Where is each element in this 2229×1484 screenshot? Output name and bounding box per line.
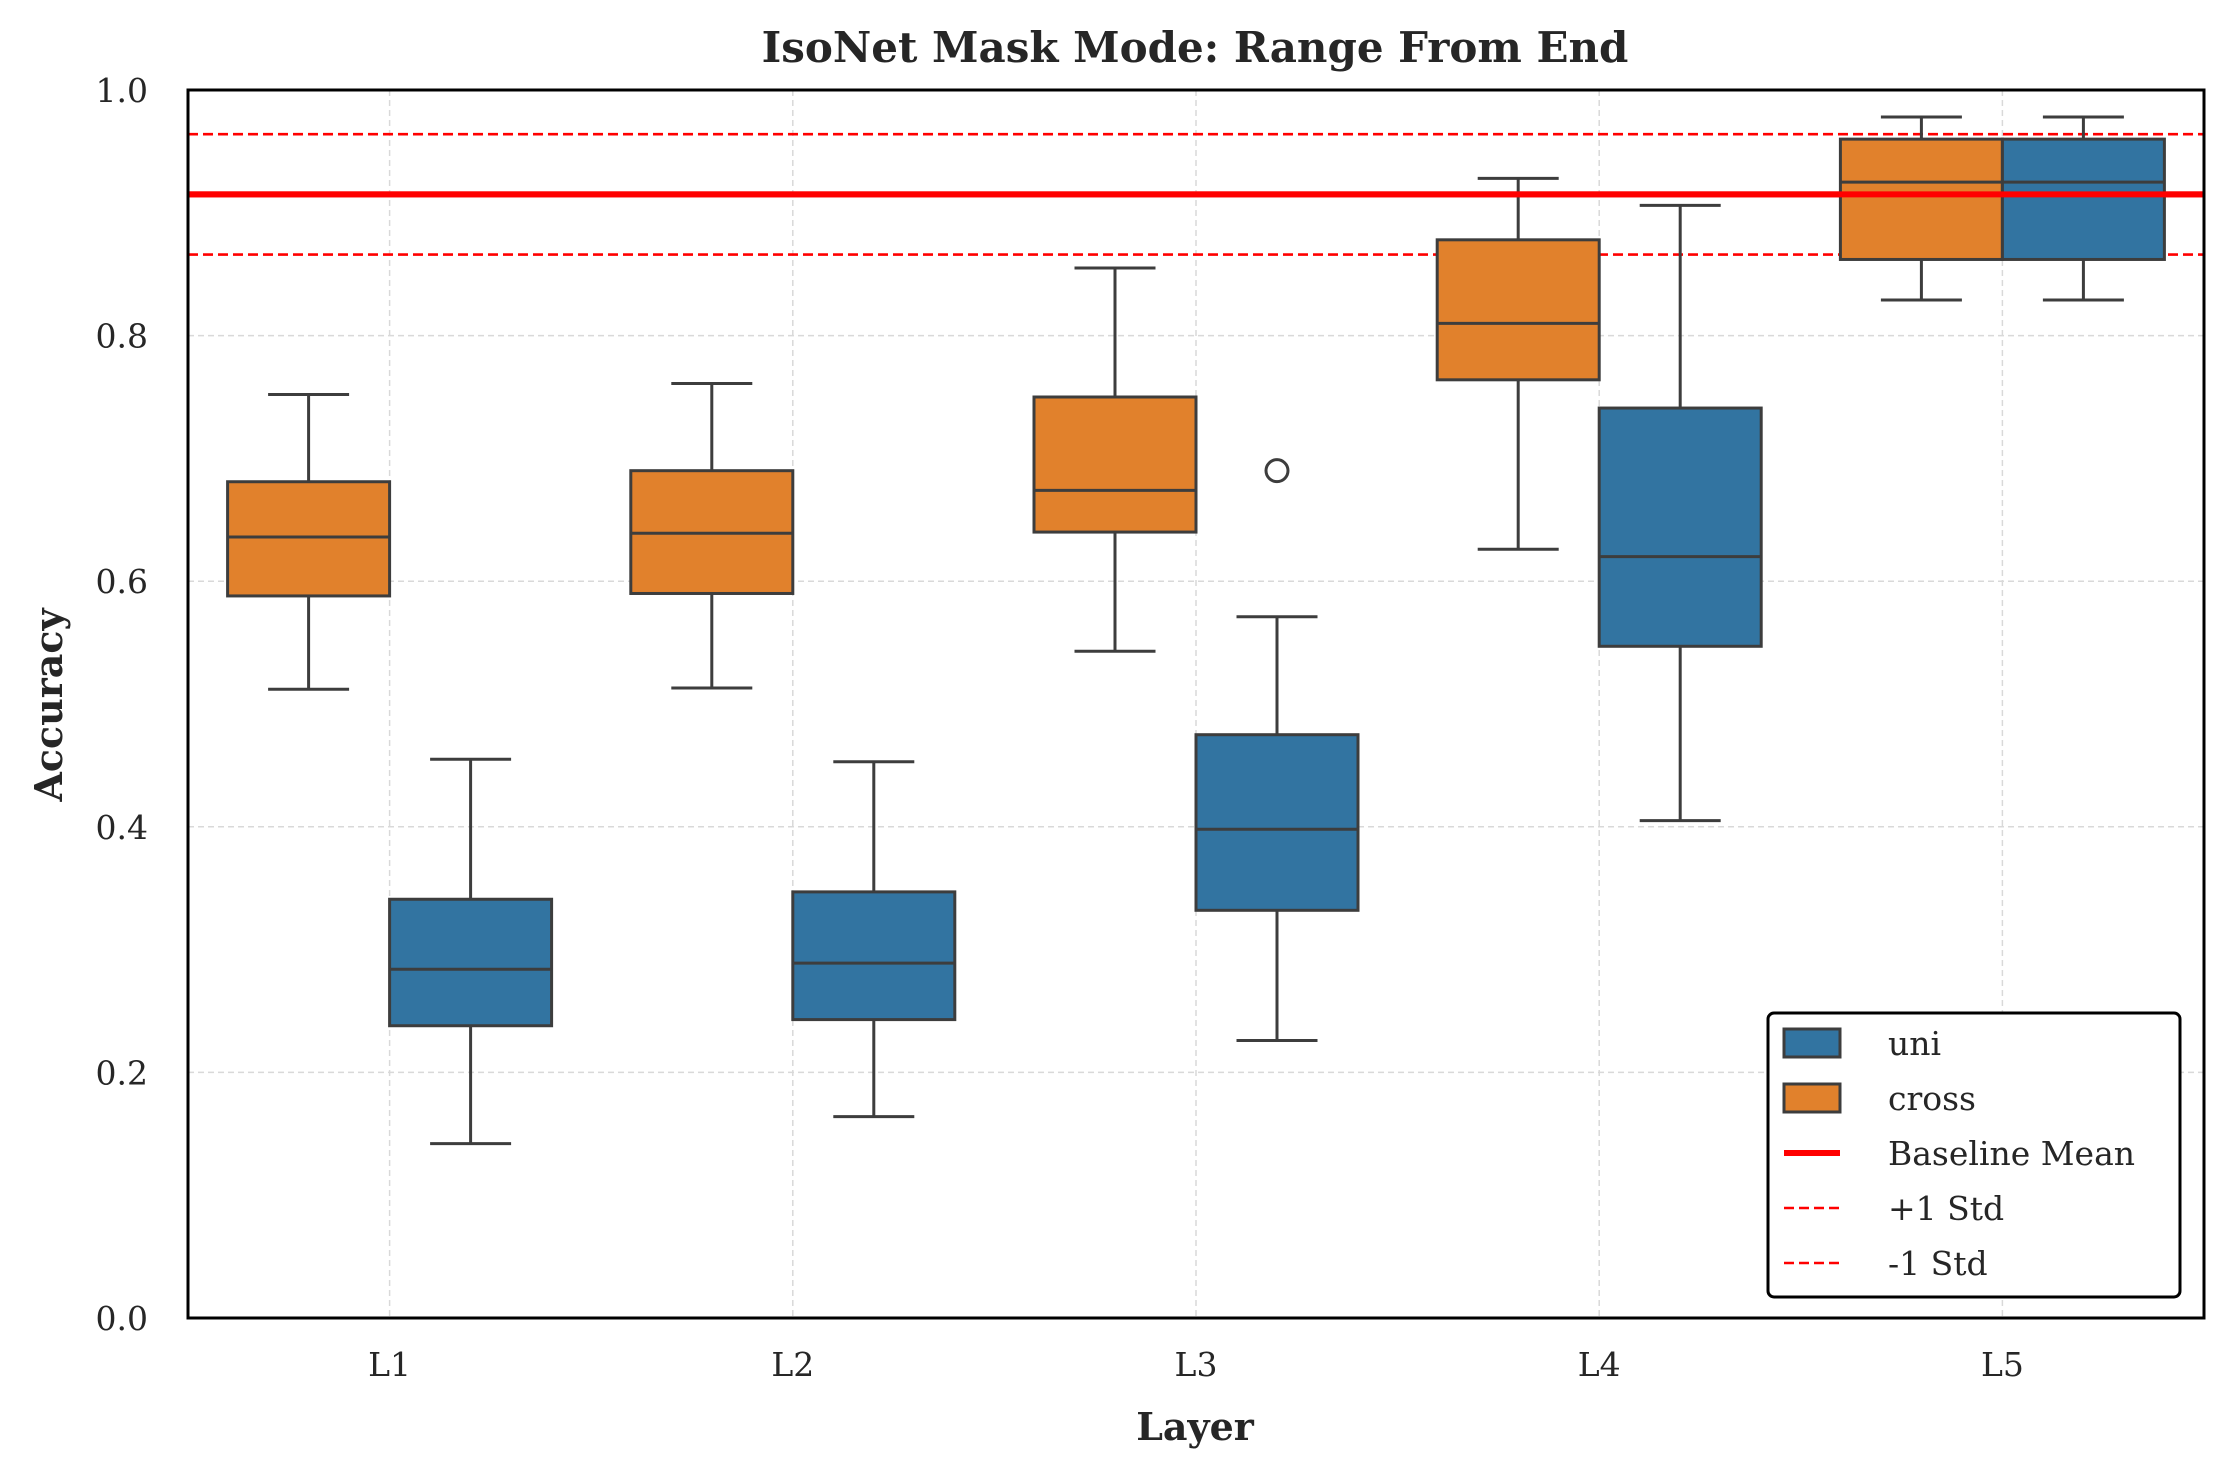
y-axis-label: Accuracy	[26, 607, 71, 802]
legend-label: Baseline Mean	[1888, 1134, 2135, 1173]
legend-label: -1 Std	[1888, 1244, 1988, 1283]
plot-frame	[186, 88, 2206, 1320]
uni-box-L2	[791, 760, 957, 1119]
x-axis-label: Layer	[1136, 1404, 1255, 1449]
iqr-box	[791, 890, 957, 1022]
x-tick-label: L4	[1578, 1345, 1621, 1384]
uni-box-L5	[2000, 115, 2166, 302]
x-tick-label: L5	[1981, 1345, 2024, 1384]
iqr-box	[2000, 137, 2166, 261]
y-tick-label: 0.2	[96, 1053, 148, 1092]
legend-swatch	[1782, 1082, 1842, 1114]
y-tick-label: 0.6	[96, 562, 148, 601]
y-tick-label: 1.0	[96, 71, 148, 110]
legend-entry-baseline-mean: Baseline Mean	[1784, 1134, 2135, 1173]
cross-box-L3	[1032, 266, 1198, 653]
legend-label: cross	[1888, 1079, 1976, 1118]
x-tick-label: L1	[368, 1345, 411, 1384]
boxes-layer	[188, 115, 2204, 1146]
cross-box-L2	[629, 381, 795, 690]
x-tick-label: L3	[1175, 1345, 1218, 1384]
cross-box-L1	[226, 393, 392, 691]
legend-label: uni	[1888, 1024, 1941, 1063]
legend-label: +1 Std	[1888, 1189, 2004, 1228]
iqr-box	[1032, 395, 1198, 534]
iqr-box	[1435, 238, 1601, 382]
uni-box-L3	[1194, 458, 1360, 1042]
cross-box-L4	[1435, 176, 1601, 551]
chart-title: IsoNet Mask Mode: Range From End	[762, 23, 1629, 72]
outlier-point	[1264, 458, 1290, 484]
iqr-box	[1838, 137, 2004, 261]
legend-entry--1-std: -1 Std	[1784, 1244, 1988, 1283]
legend-frame	[1766, 1011, 2182, 1299]
legend-entry-uni: uni	[1782, 1024, 1941, 1063]
legend-entry-cross: cross	[1782, 1079, 1976, 1118]
x-tick-label: L2	[771, 1345, 814, 1384]
iqr-box	[388, 897, 554, 1028]
legend-entry--1-std: +1 Std	[1784, 1189, 2004, 1228]
uni-box-L4	[1597, 203, 1763, 823]
ticks-layer: 0.0 0.2 0.4 0.6 0.8 1.0 L1 L2 L3 L4 L5	[96, 71, 2024, 1384]
legend: uni cross Baseline Mean +1 Std -1 Std	[1766, 1011, 2182, 1299]
iqr-box	[226, 480, 392, 598]
iqr-box	[1194, 733, 1360, 912]
uni-box-L1	[388, 757, 554, 1146]
y-tick-label: 0.4	[96, 808, 148, 847]
cross-box-L5	[1838, 115, 2004, 302]
iqr-box	[1597, 406, 1763, 648]
legend-swatch	[1782, 1027, 1842, 1059]
y-tick-label: 0.0	[96, 1299, 148, 1338]
y-tick-label: 0.8	[96, 317, 148, 356]
